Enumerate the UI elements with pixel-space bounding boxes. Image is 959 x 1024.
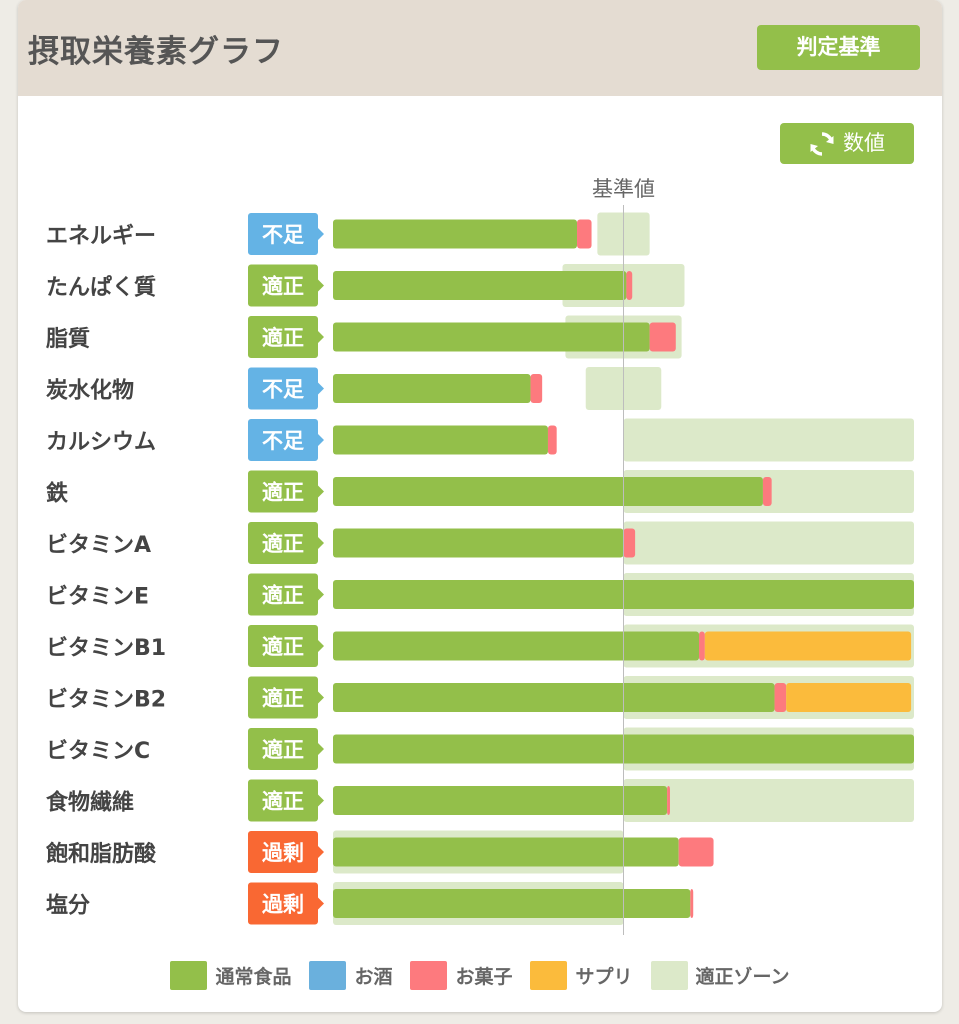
status-badge-label: 不足 [262,429,304,453]
status-badge-label: 適正 [262,584,304,608]
legend-swatch [650,960,688,990]
legend-label: お酒 [354,965,393,988]
status-badge [248,522,324,564]
status-badge-label: 適正 [262,790,304,814]
status-badge [248,676,324,719]
category-label: ビタミンE [46,585,149,610]
status-badge [248,625,324,667]
snack-bar [623,528,636,558]
food-bar [333,219,578,249]
value-toggle-button[interactable]: 数値 [780,123,914,164]
snack-bar [699,631,705,661]
status-badge-label: 過剰 [262,893,304,917]
category-label: ビタミンA [46,533,151,558]
snack-bar [774,683,787,712]
legend-label: サプリ [575,965,633,988]
status-badge-label: 不足 [262,223,304,247]
legend-swatch [530,960,568,990]
legend-label: 通常食品 [215,965,292,988]
supplement-bar [786,683,912,712]
food-bar [333,322,650,352]
category-label: 炭水化物 [46,378,134,404]
status-badge-label: 適正 [262,687,304,711]
food-bar [333,786,668,815]
category-label: エネルギー [46,224,156,249]
status-badge [248,831,324,873]
status-badge [248,316,324,358]
criteria-button[interactable]: 判定基準 [757,25,920,70]
card-title: 摂取栄養素グラフ [28,34,284,70]
category-label: ビタミンB1 [46,636,166,661]
reference-label: 基準値 [592,177,655,201]
supplement-bar [704,631,912,661]
status-badge [248,264,324,307]
snack-bar [626,271,633,300]
status-badge [248,728,324,770]
status-badge-label: 過剰 [262,841,304,865]
refresh-icon [810,131,834,156]
category-label: 飽和脂肪酸 [45,841,157,867]
category-label: たんぱく質 [46,275,156,301]
status-badge [248,419,324,461]
legend-item-alcohol: お酒 [309,960,393,990]
food-bar [333,889,691,918]
category-label: 鉄 [46,481,68,507]
card-header: 摂取栄養素グラフ 判定基準 [18,0,942,96]
legend-item-snack: お菓子 [410,960,513,990]
food-bar [333,528,624,558]
snack-bar [530,374,543,403]
status-badge [248,367,324,410]
category-label: 塩分 [46,893,90,919]
snack-bar [667,786,670,815]
nutrient-graph-card: 摂取栄養素グラフ 判定基準 数値 エネルギー 不足 たんぱく質 適正 脂質 適正 炭水化物不… [18,0,942,1012]
status-badge [248,779,324,822]
legend-label: お菓子 [455,965,513,988]
legend-item-supplement: サプリ [530,960,633,990]
legend-item-food: 通常食品 [170,960,292,990]
legend-label: 適正ゾーン [695,965,790,988]
zone-bar [623,779,914,822]
snack-bar [690,889,694,918]
food-bar [333,631,700,661]
category-label: 食物繊維 [46,790,134,816]
snack-bar [678,837,714,867]
zone-bar [623,418,914,462]
status-badge-label: 適正 [262,532,304,556]
snack-bar [547,425,557,455]
legend: 通常食品 お酒 お菓子 サプリ 適正ゾーン [18,958,942,992]
value-toggle-label: 数値 [843,131,885,155]
status-badge [248,882,324,925]
category-label: カルシウム [46,430,156,455]
legend-swatch [410,960,448,990]
status-badge-label: 適正 [262,326,304,350]
food-bar [333,477,763,506]
food-bar [333,837,679,867]
status-badge-label: 適正 [262,635,304,659]
category-label: 脂質 [46,326,90,352]
legend-item-zone: 適正ゾーン [650,960,790,990]
zone-bar [623,521,914,565]
snack-bar [762,477,772,506]
legend-swatch [309,960,347,990]
category-label: ビタミンB2 [46,688,166,713]
food-bar [333,271,627,300]
category-label: ビタミンC [46,739,150,764]
food-bar [333,683,775,712]
legend-swatch [170,960,208,990]
snack-bar [577,219,592,249]
status-badge-label: 不足 [262,378,304,402]
food-bar [333,425,548,455]
status-badge-label: 適正 [262,481,304,505]
status-badge [248,573,324,616]
status-badge-label: 適正 [262,275,304,299]
status-badge [248,213,324,255]
snack-bar [649,322,676,352]
food-bar [333,374,531,403]
status-badge [248,470,324,513]
status-badge-label: 適正 [262,738,304,762]
